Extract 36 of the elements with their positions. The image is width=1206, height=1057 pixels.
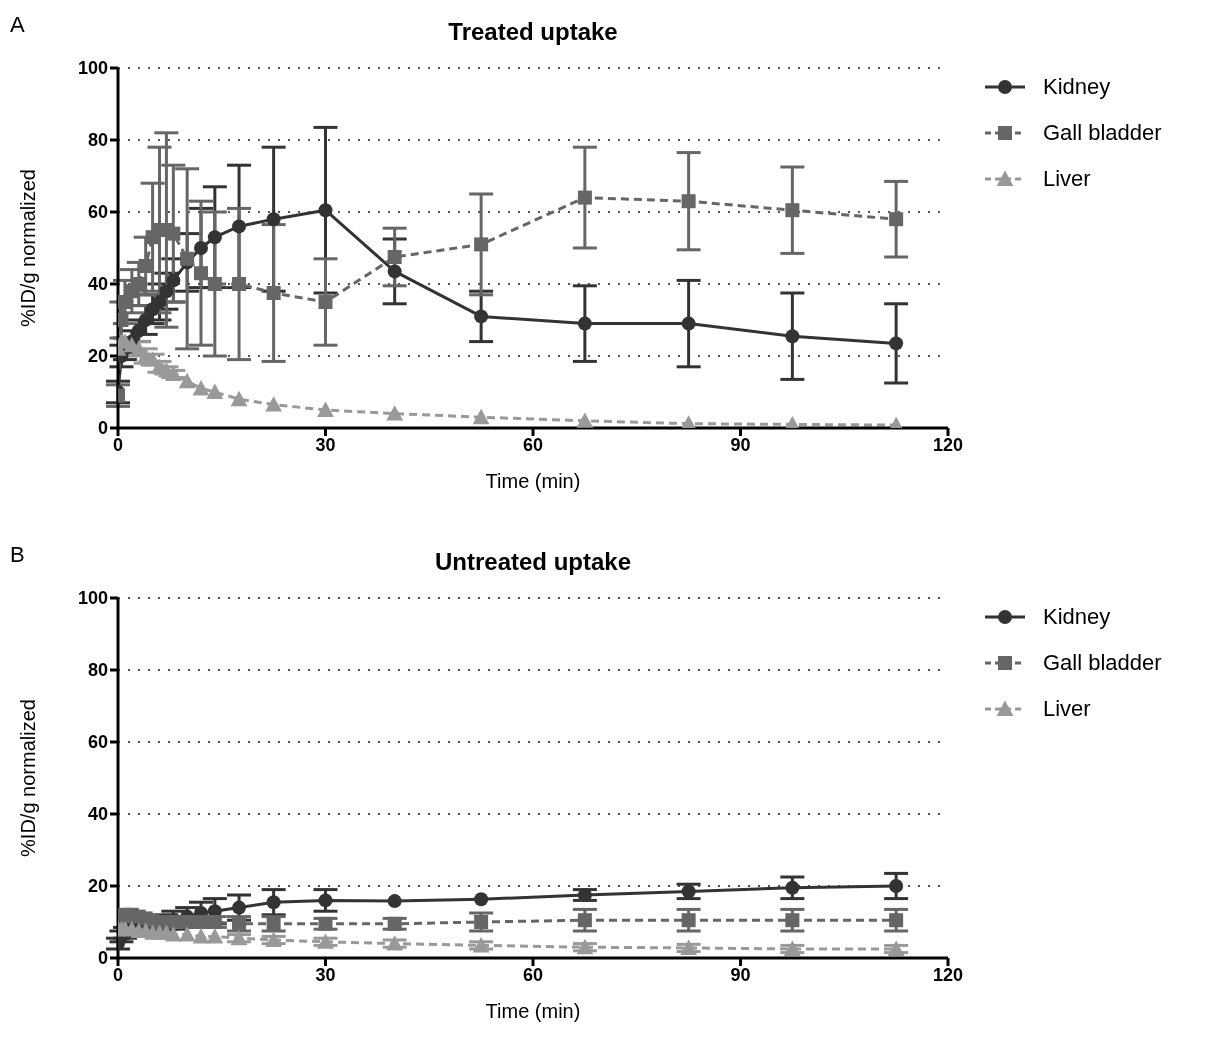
x-tick-label: 30 [315,434,336,455]
x-tick-label: 0 [112,964,124,985]
x-tick-label: 90 [730,964,751,985]
chart-title: Untreated uptake [433,548,632,576]
x-tick-label: 90 [730,434,751,455]
y-tick-label: 60 [87,202,108,223]
legend-label: Gall bladder [1043,650,1162,676]
x-tick-label: 120 [932,434,964,455]
x-axis-title: Time (min) [485,470,581,492]
y-axis-title: %ID/g normalized [17,169,40,327]
y-tick-label: 80 [87,660,108,681]
x-tick-label: 0 [112,434,124,455]
y-axis-title: %ID/g normalized [17,699,40,857]
y-tick-label: 40 [87,804,108,825]
text: A [10,12,25,38]
x-tick-label: 30 [315,964,336,985]
chart-title: Treated uptake [447,18,619,46]
legend-label: Kidney [1043,604,1111,630]
legend-label: Liver [1043,166,1091,192]
legend-label: Kidney [1043,74,1111,100]
y-tick-label: 60 [87,732,108,753]
y-tick-label: 100 [77,58,108,79]
x-tick-label: 120 [932,964,964,985]
y-tick-label: 40 [87,274,108,295]
y-tick-label: 100 [77,588,108,609]
x-tick-label: 60 [522,964,544,985]
text: B [10,542,25,568]
y-tick-label: 0 [97,948,108,969]
legend-label: Gall bladder [1043,120,1162,146]
y-tick-label: 80 [87,130,108,151]
legend-label: Liver [1043,696,1091,722]
y-tick-label: 20 [87,876,108,897]
x-tick-label: 60 [522,434,544,455]
y-tick-label: 20 [87,346,108,367]
y-tick-label: 0 [97,418,108,439]
x-axis-title: Time (min) [485,1000,581,1022]
